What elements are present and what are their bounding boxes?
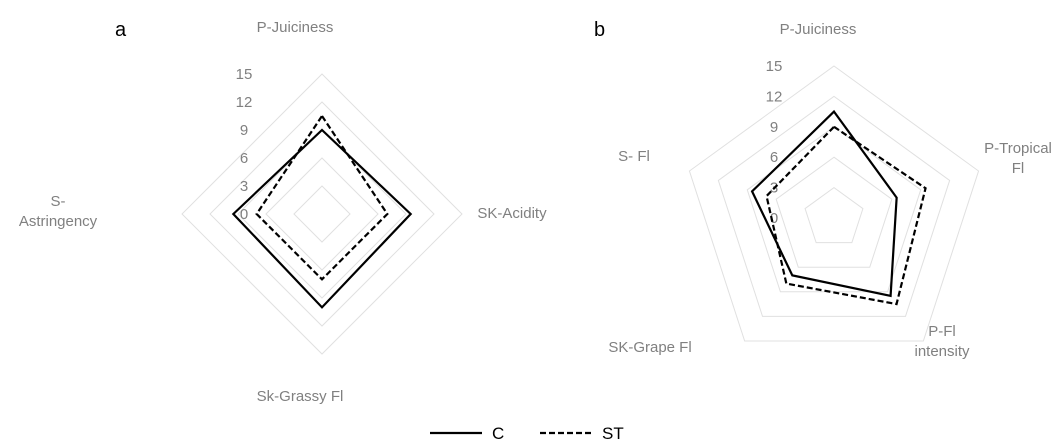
axis-label: S- Fl xyxy=(618,148,650,165)
legend: C ST xyxy=(430,424,624,443)
axis-label: Sk-Grassy Fl xyxy=(257,388,344,405)
tick-label: 6 xyxy=(240,150,248,167)
series-c xyxy=(750,109,898,298)
panel-letter: b xyxy=(594,19,605,41)
series-st xyxy=(255,114,389,281)
series-st xyxy=(765,125,927,306)
grid-ring xyxy=(775,156,893,268)
grid-ring xyxy=(717,95,951,317)
grid-ring xyxy=(293,185,351,243)
axis-label: P-Juiciness xyxy=(780,21,857,38)
tick-label: 15 xyxy=(236,66,253,83)
tick-label: 3 xyxy=(240,178,248,195)
grid-ring xyxy=(804,186,864,244)
tick-label: 0 xyxy=(240,206,248,223)
grid-ring xyxy=(265,157,379,271)
axis-label: P-Tropical Fl xyxy=(984,140,1052,177)
axis-label: S-Astringency xyxy=(19,193,98,230)
grid-ring xyxy=(209,101,435,327)
grid-ring xyxy=(237,129,407,299)
tick-label: 12 xyxy=(236,94,253,111)
axis-label: P-Fl intensity xyxy=(914,323,970,360)
tick-label: 6 xyxy=(770,149,778,166)
legend-label-c: C xyxy=(492,424,504,443)
axis-label: P-Juiciness xyxy=(257,19,334,36)
tick-label: 0 xyxy=(770,210,778,227)
legend-label-st: ST xyxy=(602,424,624,443)
axis-label: SK-Acidity xyxy=(477,205,547,222)
tick-label: 9 xyxy=(770,119,778,136)
tick-label: 15 xyxy=(766,58,783,75)
tick-label: 9 xyxy=(240,122,248,139)
grid-ring xyxy=(688,65,980,342)
series-c xyxy=(231,128,413,309)
panel-letter: a xyxy=(115,19,127,41)
radar-chart-a: a 0 3 6 9 12 15 P-Juiciness SK-Acidity Sk-Grassy … xyxy=(19,19,547,405)
tick-label: 12 xyxy=(766,88,783,105)
axis-label: SK-Grape Fl xyxy=(608,339,691,356)
grid-ring xyxy=(181,73,463,355)
